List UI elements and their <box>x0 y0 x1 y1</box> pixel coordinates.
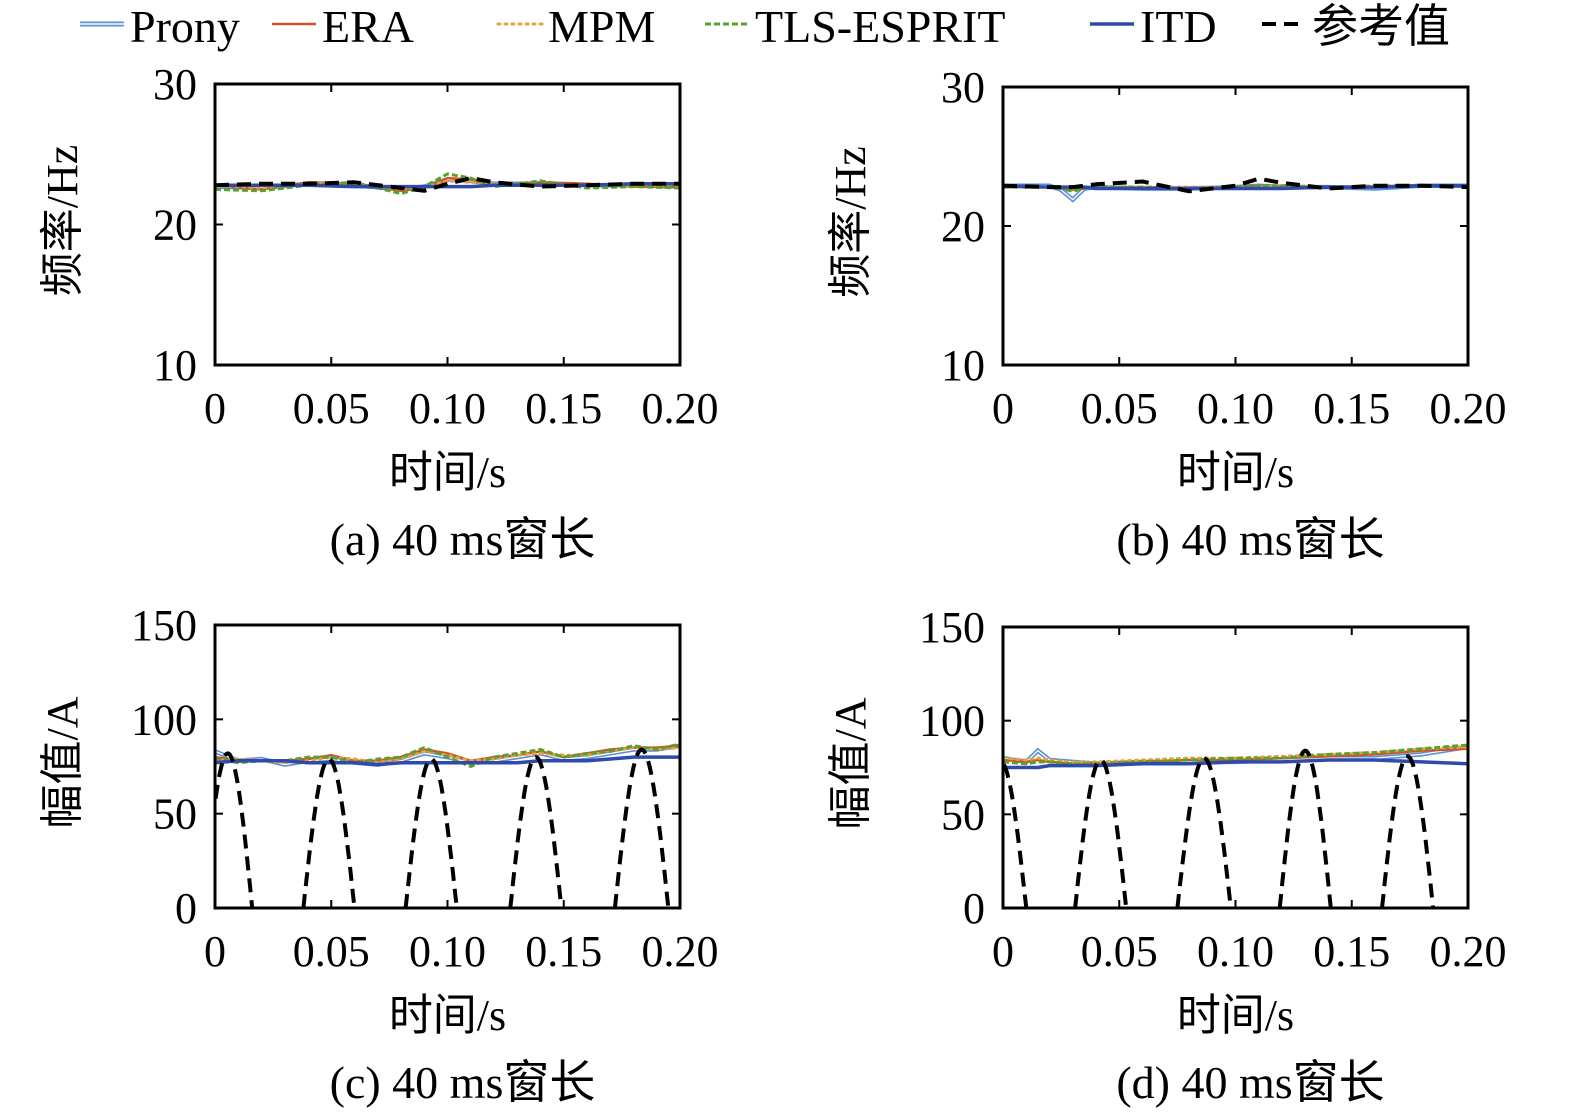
legend-label: MPM <box>548 1 655 52</box>
y-axis-title: 幅值/A <box>826 697 875 829</box>
series-tls-esprit <box>1003 743 1468 766</box>
y-tick-label: 20 <box>153 201 197 250</box>
y-axis-title: 频率/Hz <box>826 146 875 298</box>
legend-item-itd: ITD <box>1090 1 1217 52</box>
legend-label: ERA <box>322 1 414 52</box>
series-reference <box>403 757 459 908</box>
series-reference <box>1003 176 1468 194</box>
legend-label: ITD <box>1140 1 1217 52</box>
series-reference <box>1380 754 1436 908</box>
tick-labels: 0 0.05 0.10 0.15 0.20 10 20 30 <box>153 60 719 433</box>
series-layer <box>215 742 680 908</box>
tick-labels: 0 0.05 0.10 0.15 0.20 0 50 100 150 <box>919 603 1507 976</box>
plot-frame <box>213 623 682 910</box>
panel-c: 0 0.05 0.10 0.15 0.20 0 50 100 150 时间/s 幅值/A (c)… <box>38 601 719 1108</box>
series-reference <box>612 747 671 908</box>
legend-item-prony: Prony <box>80 1 240 52</box>
series-reference <box>1175 756 1233 908</box>
axis-ticks <box>1002 86 1469 366</box>
x-axis-title: 时间/s <box>389 448 506 497</box>
panel-caption: (c) 40 ms窗长 <box>330 1057 596 1108</box>
legend-item-era: ERA <box>272 1 414 52</box>
series-reference <box>1073 758 1129 908</box>
series-itd <box>1003 758 1468 770</box>
plot-frame <box>1001 85 1470 367</box>
y-tick-label: 0 <box>963 884 985 933</box>
y-tick-label: 10 <box>153 341 197 390</box>
legend-item-mpm: MPM <box>496 1 655 52</box>
legend-item-reference: 参考值 <box>1262 1 1450 52</box>
panel-caption: (d) 40 ms窗长 <box>1116 1057 1384 1108</box>
tick-labels: 0 0.05 0.10 0.15 0.20 10 20 30 <box>941 63 1507 433</box>
legend-item-tls-esprit: TLS-ESPRIT <box>705 1 1005 52</box>
x-tick-label: 0.20 <box>1430 927 1507 976</box>
y-tick-label: 0 <box>175 884 197 933</box>
y-tick-label: 30 <box>153 60 197 109</box>
x-axis-title: 时间/s <box>1177 991 1294 1040</box>
series-layer <box>1003 743 1468 908</box>
x-tick-label: 0 <box>204 384 226 433</box>
series-reference <box>215 751 255 908</box>
x-axis-title: 时间/s <box>1177 448 1294 497</box>
y-tick-label: 20 <box>941 202 985 251</box>
legend-label: TLS-ESPRIT <box>755 1 1005 52</box>
series-layer <box>215 172 680 196</box>
series-reference <box>1003 760 1029 908</box>
y-tick-label: 10 <box>941 341 985 390</box>
x-tick-label: 0.10 <box>409 927 486 976</box>
series-reference <box>301 757 357 908</box>
y-tick-label: 50 <box>941 790 985 839</box>
x-tick-label: 0.15 <box>525 927 602 976</box>
panel-a: 0 0.05 0.10 0.15 0.20 10 20 30 时间/s 频率/Hz (a) 4… <box>38 60 719 565</box>
y-axis-title: 幅值/A <box>38 696 87 828</box>
x-tick-label: 0.05 <box>1081 927 1158 976</box>
panel-d: 0 0.05 0.10 0.15 0.20 0 50 100 150 时间/s 幅值/A (d)… <box>826 603 1507 1108</box>
y-tick-label: 150 <box>131 601 197 650</box>
series-reference <box>1277 748 1333 908</box>
plot-frame <box>213 82 682 367</box>
x-tick-label: 0.20 <box>1430 384 1507 433</box>
x-axis-title: 时间/s <box>389 991 506 1040</box>
series-itd <box>215 755 680 767</box>
x-tick-label: 0.15 <box>1313 384 1390 433</box>
x-tick-label: 0.20 <box>642 927 719 976</box>
plot-frame <box>1001 625 1470 910</box>
series-reference <box>215 176 680 193</box>
series-layer <box>1003 176 1468 203</box>
x-tick-label: 0.15 <box>1313 927 1390 976</box>
legend-label: Prony <box>130 1 240 52</box>
x-tick-label: 0.20 <box>642 384 719 433</box>
axis-ticks <box>214 83 681 366</box>
y-axis-title: 频率/Hz <box>38 145 87 297</box>
panel-b: 0 0.05 0.10 0.15 0.20 10 20 30 时间/s 频率/Hz (b) 4… <box>826 63 1507 565</box>
x-tick-label: 0.05 <box>1081 384 1158 433</box>
x-tick-label: 0.05 <box>293 384 370 433</box>
x-tick-label: 0 <box>204 927 226 976</box>
x-tick-label: 0.10 <box>1197 384 1274 433</box>
panel-caption: (a) 40 ms窗长 <box>330 514 596 565</box>
y-tick-label: 50 <box>153 790 197 839</box>
x-tick-label: 0.10 <box>409 384 486 433</box>
x-tick-label: 0 <box>992 384 1014 433</box>
x-tick-label: 0.05 <box>293 927 370 976</box>
y-tick-label: 100 <box>131 695 197 744</box>
axis-ticks <box>1002 626 1469 909</box>
series-reference <box>508 755 564 908</box>
y-tick-label: 30 <box>941 63 985 112</box>
legend-label: 参考值 <box>1312 1 1450 52</box>
y-tick-label: 150 <box>919 603 985 652</box>
panel-caption: (b) 40 ms窗长 <box>1116 514 1384 565</box>
x-tick-label: 0 <box>992 927 1014 976</box>
x-tick-label: 0.10 <box>1197 927 1274 976</box>
y-tick-label: 100 <box>919 697 985 746</box>
x-tick-label: 0.15 <box>525 384 602 433</box>
series-tls-esprit <box>215 742 680 768</box>
tick-labels: 0 0.05 0.10 0.15 0.20 0 50 100 150 <box>131 601 719 976</box>
legend: Prony ERA MPM TLS-ESPRIT ITD 参考值 <box>80 1 1450 52</box>
